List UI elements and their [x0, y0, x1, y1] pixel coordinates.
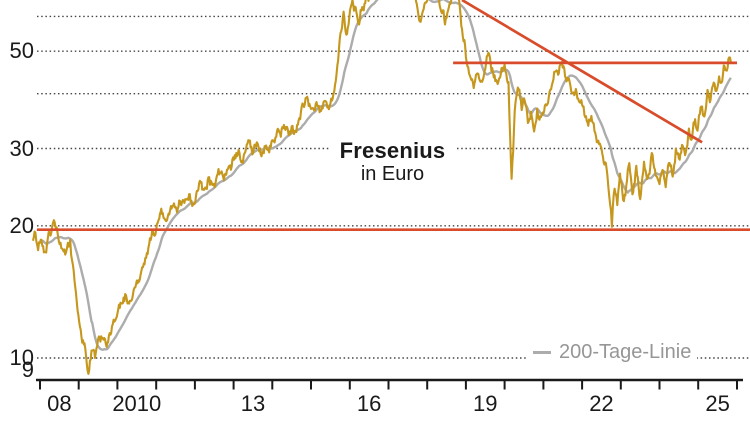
annotation-downtrend [461, 0, 703, 144]
moving-average-line [41, 0, 732, 351]
price-line [31, 0, 732, 375]
